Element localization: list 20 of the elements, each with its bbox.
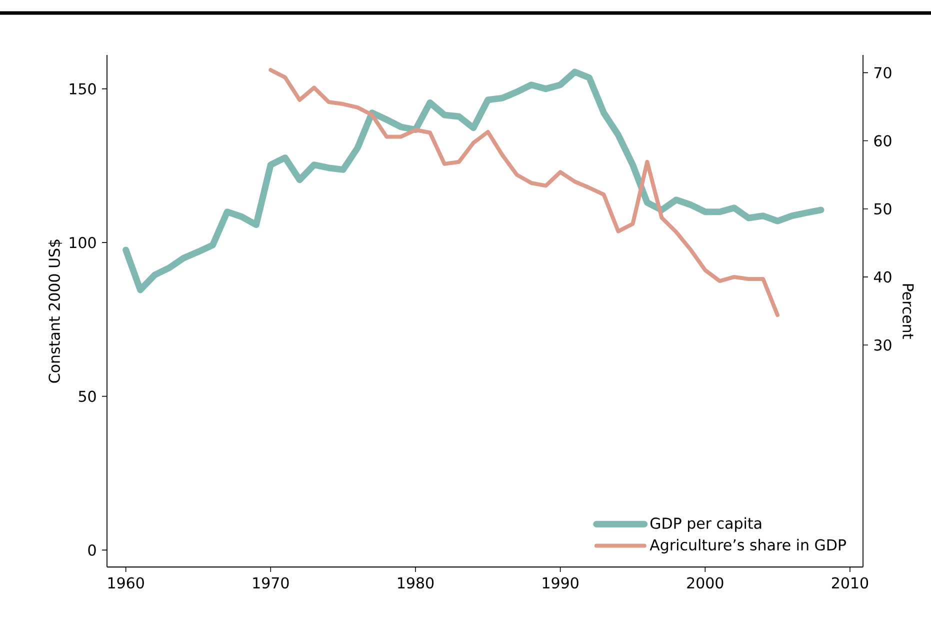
y-axis-title: Constant 2000 US$	[48, 240, 62, 383]
x-tick-label: 1980	[398, 577, 434, 589]
y2-tick-label: 30	[874, 339, 892, 351]
y-tick-label: 0	[88, 544, 96, 556]
x-tick-label: 1960	[108, 577, 144, 589]
x-tick-label: 2000	[687, 577, 724, 589]
y2-tick-label: 70	[874, 67, 892, 78]
y-tick-label: 100	[70, 236, 96, 248]
legend-label: GDP per capita	[650, 517, 762, 532]
legend-label: Agriculture’s share in GDP	[650, 538, 846, 554]
y-tick-label: 50	[78, 390, 96, 402]
y2-tick-label: 60	[874, 135, 892, 146]
y2-tick-label: 50	[874, 203, 892, 215]
y2-tick-label: 40	[874, 271, 892, 283]
line-series	[268, 68, 780, 318]
x-tick-label: 2010	[832, 577, 868, 589]
x-tick-label: 1970	[253, 577, 289, 589]
y-tick-label: 150	[70, 83, 96, 94]
y2-axis-title: Percent	[902, 284, 914, 339]
x-tick-label: 1990	[542, 577, 578, 589]
